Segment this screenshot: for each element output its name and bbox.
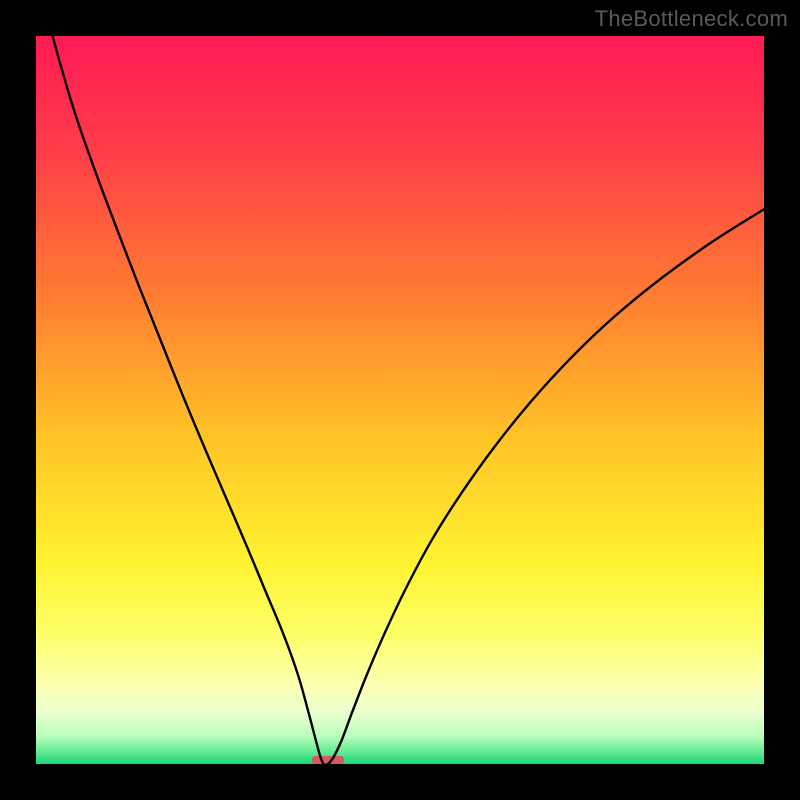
chart-stage: TheBottleneck.com <box>0 0 800 800</box>
watermark-label: TheBottleneck.com <box>595 6 788 32</box>
gradient-background <box>36 36 764 764</box>
chart-svg <box>36 36 764 764</box>
plot-area <box>36 36 764 764</box>
